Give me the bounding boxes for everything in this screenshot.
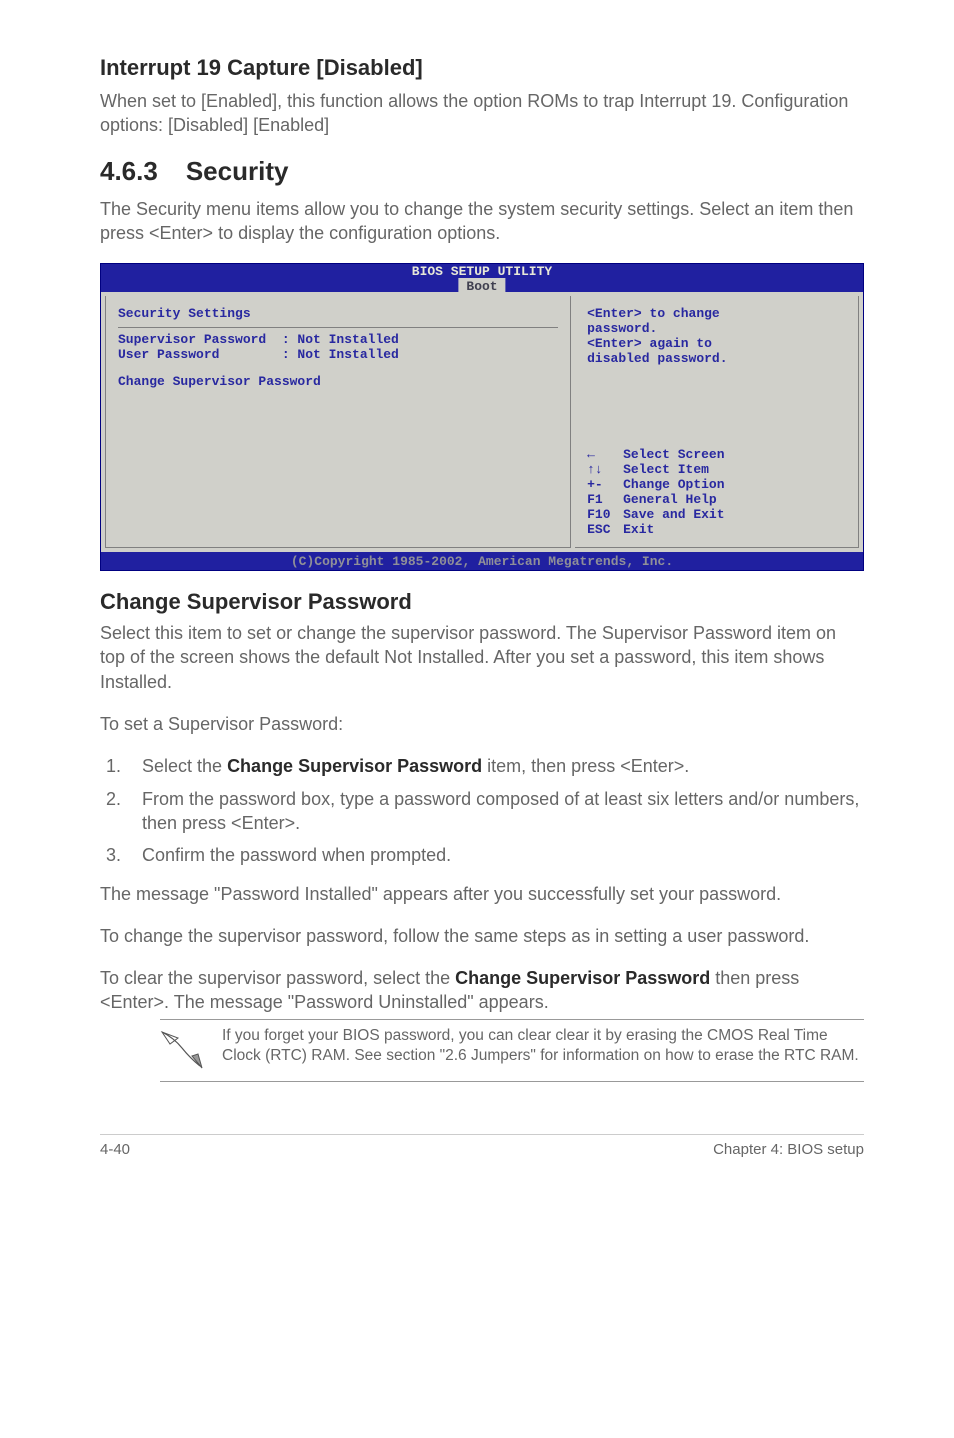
security-title: Security: [186, 156, 289, 186]
bios-row-supervisor: Supervisor Password : Not Installed: [118, 332, 558, 347]
bios-key-row: ESCExit: [587, 522, 846, 537]
key-label: Select Item: [623, 462, 709, 477]
bios-key-row: ↑↓Select Item: [587, 462, 846, 477]
step-num: 1.: [106, 754, 142, 778]
bios-left-panel: Security Settings Supervisor Password : …: [105, 296, 571, 548]
bios-help-text: <Enter> to change password. <Enter> agai…: [587, 306, 846, 366]
security-num: 4.6.3: [100, 156, 158, 186]
key-symbol: F1: [587, 492, 623, 507]
bios-titlebar: BIOS SETUP UTILITY Boot: [101, 264, 863, 292]
bios-row-user: User Password : Not Installed: [118, 347, 558, 362]
change-pwd-p5: To clear the supervisor password, select…: [100, 966, 864, 1015]
steps-list: 1. Select the Change Supervisor Password…: [106, 754, 864, 867]
key-label: Exit: [623, 522, 654, 537]
bios-help-l4: disabled password.: [587, 351, 846, 366]
bios-screenshot: BIOS SETUP UTILITY Boot Security Setting…: [100, 263, 864, 571]
change-pwd-p2: To set a Supervisor Password:: [100, 712, 864, 736]
bios-help-l3: <Enter> again to: [587, 336, 846, 351]
change-pwd-p1: Select this item to set or change the su…: [100, 621, 864, 694]
list-item: 2. From the password box, type a passwor…: [106, 787, 864, 836]
note-icon: [160, 1026, 208, 1075]
footer-page-num: 4-40: [100, 1141, 130, 1158]
list-item: 1. Select the Change Supervisor Password…: [106, 754, 864, 778]
key-symbol: +-: [587, 477, 623, 492]
note-box: If you forget your BIOS password, you ca…: [160, 1019, 864, 1082]
bios-key-row: ←Select Screen: [587, 447, 846, 462]
key-label: Change Option: [623, 477, 724, 492]
bios-divider: [118, 327, 558, 328]
change-pwd-p4: To change the supervisor password, follo…: [100, 924, 864, 948]
step-text: Select the Change Supervisor Password it…: [142, 754, 864, 778]
bios-key-row: F1General Help: [587, 492, 846, 507]
key-label: Select Screen: [623, 447, 724, 462]
change-pwd-p3: The message "Password Installed" appears…: [100, 882, 864, 906]
bold-label: Change Supervisor Password: [227, 756, 482, 776]
bios-key-row: F10Save and Exit: [587, 507, 846, 522]
bios-key-row: +-Change Option: [587, 477, 846, 492]
key-symbol: ESC: [587, 522, 623, 537]
bios-section-heading: Security Settings: [118, 306, 558, 321]
key-label: Save and Exit: [623, 507, 724, 522]
interrupt-body: When set to [Enabled], this function all…: [100, 89, 864, 138]
step-text: From the password box, type a password c…: [142, 787, 864, 836]
key-symbol: ↑↓: [587, 462, 623, 477]
step-num: 3.: [106, 843, 142, 867]
step-text: Confirm the password when prompted.: [142, 843, 864, 867]
bios-key-legend: ←Select Screen ↑↓Select Item +-Change Op…: [587, 447, 846, 537]
note-text: If you forget your BIOS password, you ca…: [222, 1026, 864, 1066]
footer-chapter: Chapter 4: BIOS setup: [713, 1141, 864, 1158]
bios-tab: Boot: [458, 278, 505, 295]
change-pwd-heading: Change Supervisor Password: [100, 589, 864, 615]
bios-body: Security Settings Supervisor Password : …: [101, 292, 863, 552]
key-symbol: F10: [587, 507, 623, 522]
bios-help-l2: password.: [587, 321, 846, 336]
interrupt-heading: Interrupt 19 Capture [Disabled]: [100, 55, 864, 81]
bios-right-panel: <Enter> to change password. <Enter> agai…: [575, 296, 859, 548]
bold-label: Change Supervisor Password: [455, 968, 710, 988]
page-footer: 4-40 Chapter 4: BIOS setup: [100, 1134, 864, 1158]
list-item: 3. Confirm the password when prompted.: [106, 843, 864, 867]
security-intro: The Security menu items allow you to cha…: [100, 197, 864, 246]
step-num: 2.: [106, 787, 142, 836]
key-label: General Help: [623, 492, 717, 507]
security-heading: 4.6.3 Security: [100, 156, 864, 187]
bios-footer: (C)Copyright 1985-2002, American Megatre…: [101, 552, 863, 570]
bios-help-l1: <Enter> to change: [587, 306, 846, 321]
key-symbol: ←: [587, 447, 623, 462]
bios-action-change-pwd[interactable]: Change Supervisor Password: [118, 374, 558, 389]
bios-title: BIOS SETUP UTILITY: [412, 264, 552, 279]
